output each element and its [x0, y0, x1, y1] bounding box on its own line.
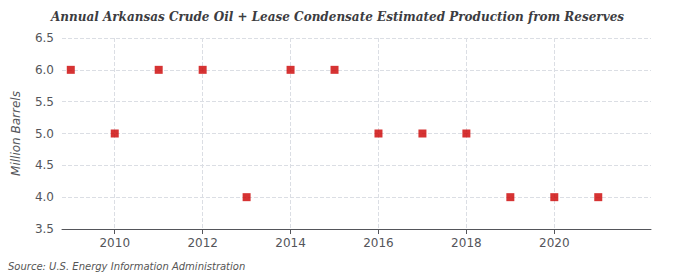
svg-text:Source: U.S. Energy Informatio: Source: U.S. Energy Information Administ…	[8, 261, 245, 272]
svg-text:4.0: 4.0	[35, 190, 54, 204]
svg-text:2012: 2012	[187, 236, 218, 250]
svg-text:2014: 2014	[275, 236, 306, 250]
svg-text:Million Barrels: Million Barrels	[9, 91, 23, 176]
svg-text:2010: 2010	[99, 236, 130, 250]
svg-text:2016: 2016	[363, 236, 394, 250]
svg-text:5.0: 5.0	[35, 127, 54, 141]
svg-text:5.5: 5.5	[35, 95, 54, 109]
svg-text:2018: 2018	[451, 236, 482, 250]
svg-text:6.5: 6.5	[35, 31, 54, 45]
svg-text:3.5: 3.5	[35, 222, 54, 236]
svg-text:2020: 2020	[539, 236, 570, 250]
svg-text:4.5: 4.5	[35, 158, 54, 172]
svg-text:6.0: 6.0	[35, 63, 54, 77]
svg-text:Annual Arkansas Crude Oil + Le: Annual Arkansas Crude Oil + Lease Conden…	[50, 10, 624, 24]
